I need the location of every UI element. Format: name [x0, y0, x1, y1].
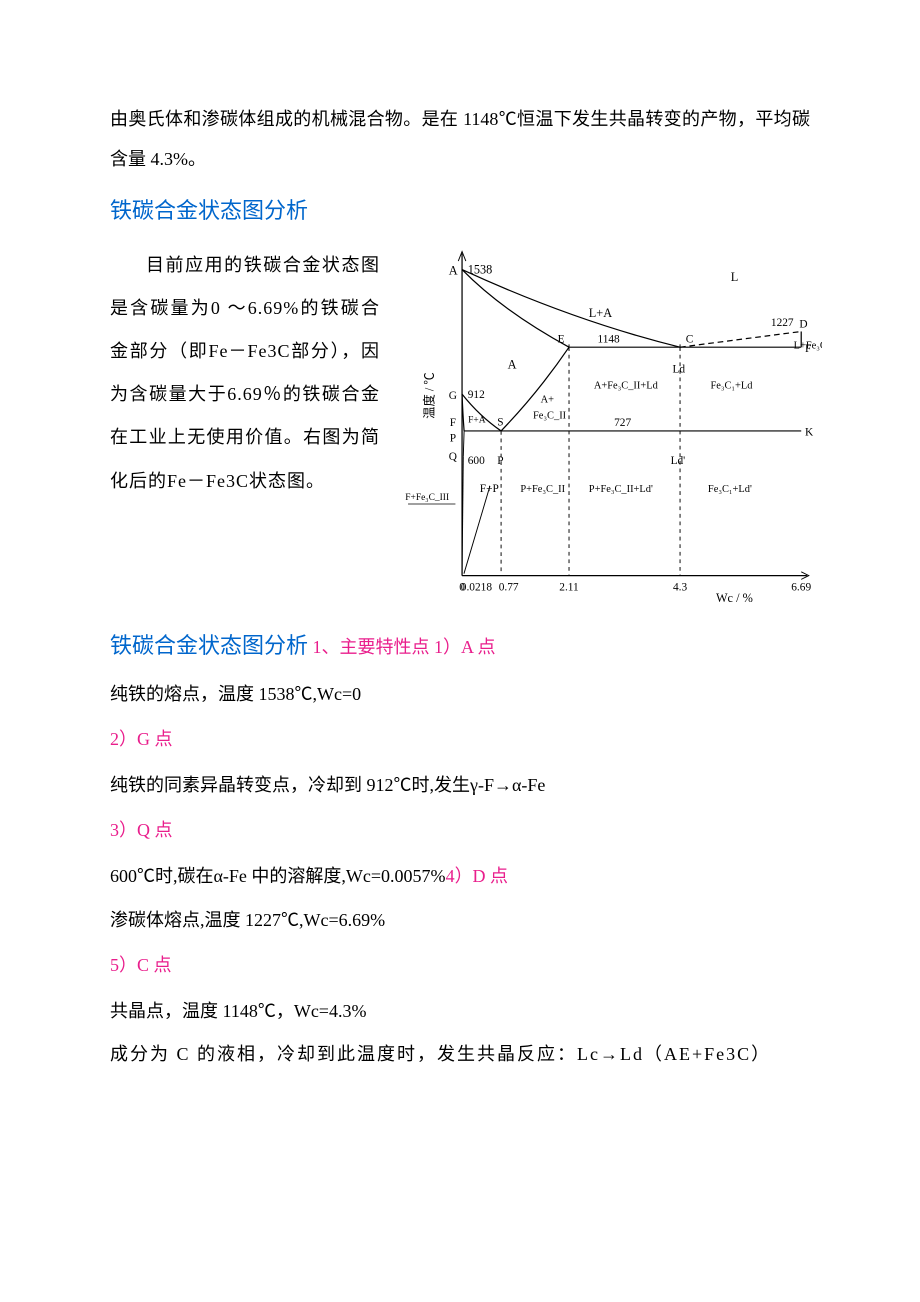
point-C-desc-1: 共晶点，温度 1148℃，Wc=4.3%: [110, 992, 810, 1032]
diagram-column: 温度 / ℃Wc / %00.02180.772.114.36.69A1538L…: [392, 244, 822, 619]
svg-text:Fe₃C₁+Ld': Fe₃C₁+Ld': [708, 484, 752, 495]
subheading-3-Q: 3）Q 点: [110, 811, 810, 851]
heading-analysis-2-row: 铁碳合金状态图分析 1、主要特性点 1）A 点: [110, 622, 810, 670]
svg-text:Ld': Ld': [671, 455, 686, 467]
point-A-desc: 纯铁的熔点，温度 1538℃,Wc=0: [110, 675, 810, 715]
svg-text:1148: 1148: [597, 333, 620, 345]
point-D-desc: 渗碳体熔点,温度 1227℃,Wc=6.69%: [110, 901, 810, 941]
point-G-desc: 纯铁的同素异晶转变点，冷却到 912℃时,发生γ-F→α-Fe: [110, 766, 810, 806]
svg-text:6.69: 6.69: [791, 581, 811, 593]
svg-text:Fe₃C₁+Ld: Fe₃C₁+Ld: [710, 380, 753, 391]
two-column-section: 目前应用的铁碳合金状态图是含碳量为0 ～6.69%的铁碳合金部分（即Fe－Fe3…: [110, 244, 810, 619]
heading-analysis-2: 铁碳合金状态图分析: [110, 633, 308, 658]
point-C-desc-2: 成分为 C 的液相，冷却到此温度时，发生共晶反应：Lc→Ld（AE+Fe3C）: [110, 1035, 810, 1075]
svg-text:Q: Q: [449, 451, 458, 463]
subheading-4-D: 4）D 点: [446, 866, 509, 886]
svg-text:P: P: [497, 455, 503, 467]
svg-text:4.3: 4.3: [673, 581, 688, 593]
svg-text:K: K: [805, 426, 814, 438]
svg-text:A+: A+: [541, 394, 555, 405]
svg-text:0.77: 0.77: [499, 581, 519, 593]
heading-analysis-1: 铁碳合金状态图分析: [110, 187, 810, 235]
svg-text:P+Fe₃C_II: P+Fe₃C_II: [520, 484, 565, 495]
svg-text:600: 600: [468, 454, 485, 466]
svg-text:Fe₃C_II: Fe₃C_II: [533, 410, 567, 421]
svg-text:L+A: L+A: [589, 306, 612, 320]
point-Q-D-line: 600℃时,碳在α-Fe 中的溶解度,Wc=0.0057%4）D 点: [110, 857, 810, 897]
svg-text:A+Fe₃C_II+Ld: A+Fe₃C_II+Ld: [594, 380, 659, 391]
svg-text:S: S: [497, 416, 503, 428]
svg-text:F+A: F+A: [468, 415, 486, 425]
svg-text:2.11: 2.11: [559, 581, 578, 593]
svg-text:912: 912: [468, 389, 485, 401]
svg-text:C: C: [686, 333, 694, 345]
svg-text:G: G: [449, 389, 457, 401]
svg-text:F: F: [805, 343, 811, 355]
left-paragraph: 目前应用的铁碳合金状态图是含碳量为0 ～6.69%的铁碳合金部分（即Fe－Fe3…: [110, 244, 380, 503]
svg-text:727: 727: [614, 417, 631, 429]
svg-text:Wc / %: Wc / %: [716, 591, 753, 604]
svg-text:F: F: [450, 417, 456, 429]
phase-diagram: 温度 / ℃Wc / %00.02180.772.114.36.69A1538L…: [392, 244, 822, 604]
svg-text:Ld: Ld: [672, 363, 685, 375]
svg-text:P+Fe₃C_II+Ld': P+Fe₃C_II+Ld': [589, 484, 653, 495]
subheading-5-C: 5）C 点: [110, 946, 810, 986]
svg-text:0.0218: 0.0218: [461, 581, 493, 593]
left-text-column: 目前应用的铁碳合金状态图是含碳量为0 ～6.69%的铁碳合金部分（即Fe－Fe3…: [110, 244, 380, 619]
svg-text:1538: 1538: [468, 262, 493, 276]
svg-text:1227: 1227: [771, 316, 794, 328]
svg-text:温度 / ℃: 温度 / ℃: [422, 372, 437, 418]
svg-text:E: E: [558, 333, 565, 345]
subheading-2-G: 2）G 点: [110, 720, 810, 760]
svg-text:A: A: [449, 263, 458, 277]
point-Q-desc: 600℃时,碳在α-Fe 中的溶解度,Wc=0.0057%: [110, 866, 446, 886]
svg-text:A: A: [508, 357, 517, 371]
subheading-1-A: 1、主要特性点 1）A 点: [313, 637, 496, 657]
intro-paragraph: 由奥氏体和渗碳体组成的机械混合物。是在 1148℃恒温下发生共晶转变的产物，平均…: [110, 100, 810, 179]
svg-text:P: P: [450, 432, 456, 444]
svg-text:F+P: F+P: [480, 483, 499, 495]
svg-text:L: L: [731, 270, 739, 284]
svg-text:D: D: [799, 318, 807, 330]
svg-text:F+Fe₃C_III: F+Fe₃C_III: [405, 493, 449, 503]
